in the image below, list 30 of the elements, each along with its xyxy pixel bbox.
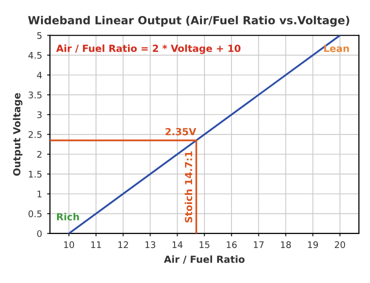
annotation: Rich <box>57 212 79 220</box>
x-tick-label: 13 <box>145 241 156 248</box>
annotation: Air / Fuel Ratio = 2 * Voltage + 10 <box>56 44 240 54</box>
x-tick-label: 16 <box>226 241 237 248</box>
x-tick-label: 18 <box>280 241 291 248</box>
x-tick-label: 12 <box>118 241 128 248</box>
x-tick-label: 20 <box>334 241 346 248</box>
ref-line-label: Stoich 14.7:1 <box>184 151 192 222</box>
chart-title: Wideband Linear Output (Air/Fuel Ratio vs.Voltage) <box>28 16 350 27</box>
ref-line-label: 2.35V <box>166 128 196 136</box>
x-tick-label: 17 <box>254 241 264 248</box>
y-tick-label: 3 <box>37 111 42 118</box>
annotation: Lean <box>324 44 349 52</box>
y-tick-label: 0 <box>37 230 42 238</box>
x-tick-label: 11 <box>91 241 101 248</box>
y-tick-label: 1.5 <box>28 170 42 178</box>
y-tick-label: 3.5 <box>28 92 42 98</box>
x-axis-title: Air / Fuel Ratio <box>164 255 245 264</box>
y-tick-label: 1 <box>38 190 42 198</box>
y-tick-label: 2.5 <box>28 131 42 138</box>
y-tick-label: 4 <box>37 72 42 78</box>
x-tick-label: 15 <box>200 241 210 248</box>
x-tick-label: 14 <box>172 241 183 248</box>
x-tick-label: 10 <box>64 241 74 248</box>
y-tick-label: 2 <box>37 150 42 158</box>
x-tick-label: 19 <box>308 241 318 248</box>
y-tick-label: 0.5 <box>28 210 42 218</box>
y-tick-label: 4.5 <box>28 52 42 59</box>
y-tick-label: 5 <box>37 32 42 39</box>
y-axis-title: Output Voltage <box>12 93 22 176</box>
